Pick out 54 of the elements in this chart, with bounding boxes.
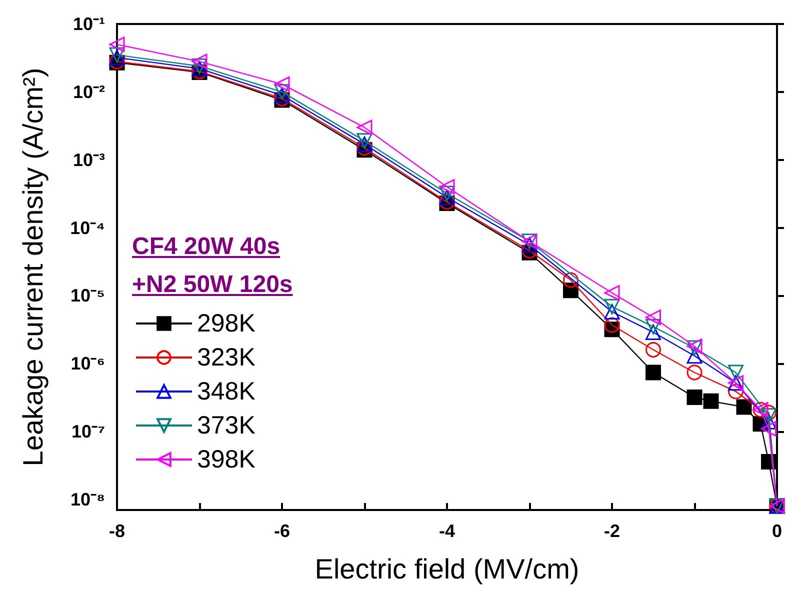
point	[192, 54, 208, 70]
x-tick-label: -6	[274, 521, 290, 541]
point	[686, 348, 702, 364]
point	[728, 384, 744, 400]
point	[646, 310, 661, 326]
point	[686, 364, 702, 380]
point	[761, 408, 776, 424]
point	[274, 88, 290, 104]
point	[736, 399, 752, 415]
y-tick-label: 10⁻⁸	[70, 489, 105, 510]
legend-label: 323K	[197, 344, 256, 372]
x-tick-label: -8	[108, 521, 126, 541]
point	[274, 84, 290, 100]
point	[761, 420, 776, 436]
point	[646, 364, 661, 380]
x-axis-title: Electric field (MV/cm)	[314, 554, 580, 584]
point	[439, 186, 455, 202]
y-tick-label: 10⁻⁵	[70, 286, 105, 306]
point	[604, 304, 620, 320]
x-tick-label: -4	[438, 521, 456, 541]
y-tick-label: 10⁻³	[72, 150, 106, 170]
point	[439, 190, 455, 206]
y-tick-label: 10⁻²	[72, 82, 106, 102]
y-tick-label: 10⁻⁴	[70, 218, 105, 238]
point	[274, 76, 290, 92]
point	[522, 237, 538, 253]
point	[604, 317, 620, 333]
point	[728, 364, 744, 380]
y-tick-label: 10⁻¹	[72, 14, 106, 34]
point	[356, 136, 372, 152]
point	[646, 318, 661, 334]
y-axis-title: Leakage current density (A/cm²)	[18, 68, 48, 466]
point	[439, 179, 455, 195]
point	[686, 389, 702, 405]
y-tick-label: 10⁻⁷	[72, 422, 105, 442]
point	[604, 298, 620, 314]
point	[604, 285, 620, 301]
y-tick-label: 10⁻⁶	[70, 354, 105, 374]
point	[646, 342, 661, 358]
point	[703, 393, 719, 409]
point	[109, 36, 125, 52]
legend-label: 373K	[197, 412, 256, 440]
point	[563, 272, 578, 288]
legend-label: 398K	[197, 446, 256, 474]
x-tick-label: -2	[604, 521, 620, 541]
legend-label: 298K	[197, 310, 256, 338]
x-tick-label: 0	[772, 521, 782, 541]
point	[356, 120, 372, 136]
point	[646, 324, 661, 340]
point	[761, 414, 776, 430]
legend-title: CF4 20W 40s +N2 50W 120s	[132, 233, 293, 298]
point	[356, 133, 372, 149]
legend-label: 348K	[197, 378, 256, 406]
point	[761, 404, 776, 420]
